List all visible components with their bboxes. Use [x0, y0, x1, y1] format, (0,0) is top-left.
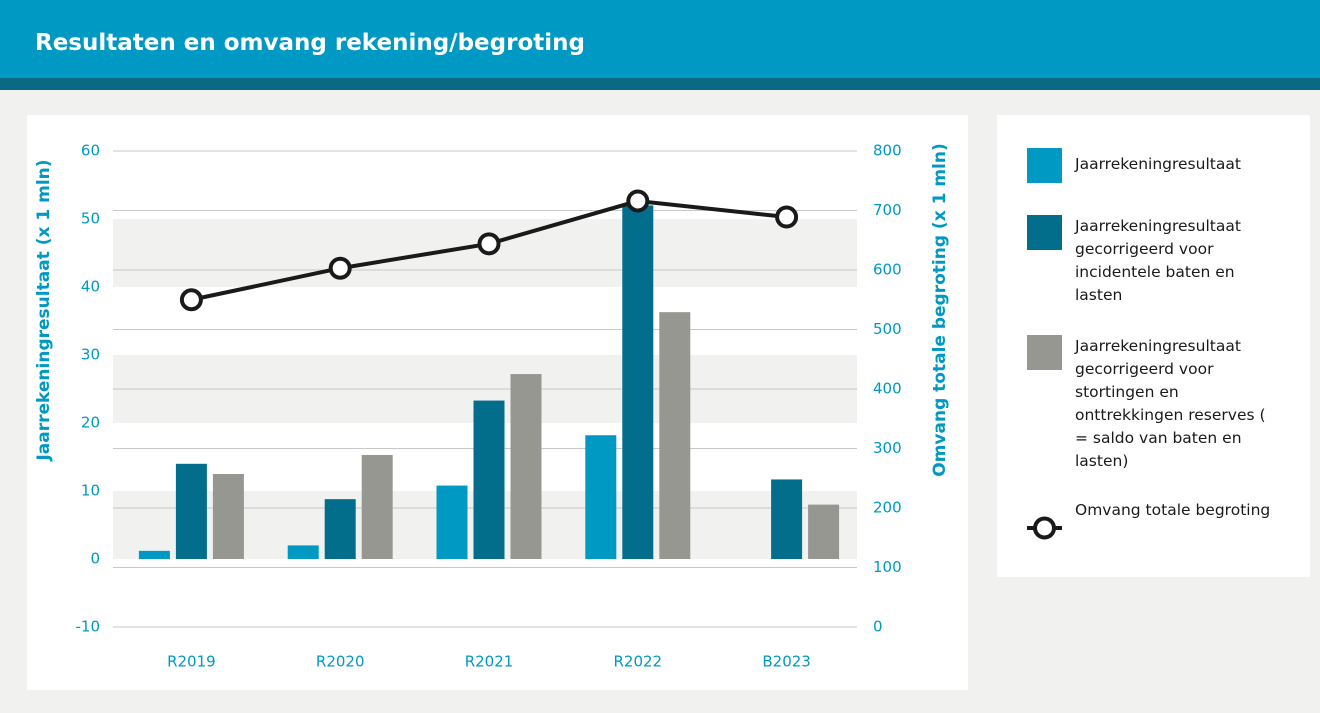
y-tick-label: 50 [81, 210, 100, 228]
y2-tick-label: 500 [873, 320, 902, 338]
x-tick-label: R2022 [613, 653, 662, 671]
y2-axis-title: Omvang totale begroting (x 1 mln) [930, 143, 950, 476]
legend-swatch [1027, 148, 1062, 183]
y2-tick-label: 200 [873, 499, 902, 517]
line-marker [775, 205, 799, 229]
legend-item: Jaarrekeningresultaat [1027, 148, 1275, 183]
x-tick-label: R2019 [167, 653, 216, 671]
legend-swatch [1027, 499, 1062, 540]
line-marker [477, 232, 501, 256]
line-marker [626, 189, 650, 213]
bar [212, 474, 244, 559]
bar [324, 499, 356, 559]
legend-marker [1027, 516, 1062, 540]
header-stripe [0, 78, 1320, 90]
y2-tick-label: 600 [873, 261, 902, 279]
bar [659, 312, 691, 559]
legend-item: Jaarrekeningresultaat gecorrigeerd voor … [1027, 215, 1275, 307]
x-tick-label: B2023 [762, 653, 810, 671]
legend-label: Jaarrekeningresultaat [1075, 155, 1241, 173]
bar [510, 374, 542, 559]
bar [287, 545, 319, 559]
bar [622, 205, 654, 559]
legend-swatch [1027, 335, 1062, 370]
legend-swatch [1027, 215, 1062, 250]
legend-label: Omvang totale begroting [1075, 501, 1271, 519]
y2-tick-label: 700 [873, 201, 902, 219]
line-marker [179, 288, 203, 312]
y2-tick-label: 0 [873, 618, 883, 636]
y2-tick-label: 100 [873, 558, 902, 576]
x-tick-label: R2020 [316, 653, 365, 671]
bar [175, 463, 207, 559]
legend-item: Omvang totale begroting [1027, 499, 1275, 540]
y-tick-label: 60 [81, 142, 100, 160]
y2-tick-label: 400 [873, 380, 902, 398]
y2-tick-label: 300 [873, 439, 902, 457]
legend-label: Jaarrekeningresultaat gecorrigeerd voor … [1075, 217, 1241, 304]
y-tick-label: 30 [81, 346, 100, 364]
y2-tick-label: 800 [873, 142, 902, 160]
bar [771, 479, 803, 559]
bar [585, 435, 617, 559]
y-tick-label: 0 [90, 550, 100, 568]
y-tick-label: 40 [81, 278, 100, 296]
legend: Jaarrekeningresultaat Jaarrekeningresulta… [997, 115, 1310, 577]
bar [808, 504, 840, 559]
bar [138, 550, 170, 559]
legend-circle [1033, 516, 1056, 540]
x-tick-label: R2021 [465, 653, 514, 671]
line-marker [328, 256, 352, 280]
header [0, 0, 1320, 78]
bar [436, 485, 468, 559]
bar [361, 454, 393, 559]
y-tick-label: -10 [76, 618, 101, 636]
y-tick-label: 20 [81, 414, 100, 432]
y-tick-label: 10 [81, 482, 100, 500]
legend-label: Jaarrekeningresultaat gecorrigeerd voor … [1075, 337, 1266, 470]
legend-item: Jaarrekeningresultaat gecorrigeerd voor … [1027, 335, 1275, 473]
bar [473, 400, 505, 559]
title: Resultaten en omvang rekening/begroting [35, 30, 585, 56]
y-axis-title: Jaarrekeningresultaat (x 1 mln) [34, 159, 54, 461]
